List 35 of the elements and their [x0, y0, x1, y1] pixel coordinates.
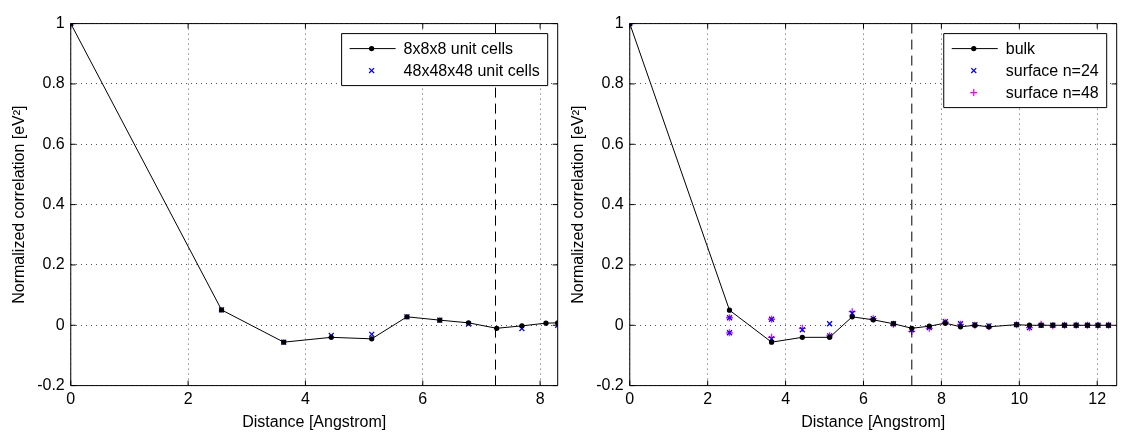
x-tick-label: 4 [781, 389, 791, 407]
x-tick-label: 6 [859, 389, 869, 407]
x-axis-title: Distance [Angstrom] [801, 412, 946, 430]
y-tick-label: 0.2 [601, 255, 624, 273]
legend-label: surface n=48 [1005, 84, 1099, 102]
x-tick-label: 2 [703, 389, 713, 407]
y-tick-label: 0.8 [42, 74, 65, 92]
y-tick-label: 0.4 [601, 195, 624, 213]
x-tick-label: 8 [936, 389, 946, 407]
x-tick-label: 0 [625, 389, 635, 407]
y-tick-label: 0.4 [42, 195, 65, 213]
y-tick-label: 1 [55, 14, 65, 32]
y-axis-title: Normalized correlation [eV²] [569, 105, 587, 304]
x-tick-label: 12 [1088, 389, 1107, 407]
x-tick-label: 2 [183, 389, 193, 407]
y-tick-label: -0.2 [596, 376, 624, 394]
y-tick-label: 0.6 [42, 134, 65, 152]
x-axis-title: Distance [Angstrom] [242, 412, 387, 430]
y-tick-label: -0.2 [37, 376, 65, 394]
legend-label: surface n=24 [1005, 62, 1099, 80]
y-tick-label: 1 [614, 14, 624, 32]
legend-label: 8x8x8 unit cells [403, 40, 513, 58]
y-tick-label: 0 [55, 315, 65, 333]
x-tick-label: 4 [300, 389, 310, 407]
legend-label: 48x48x48 unit cells [403, 62, 540, 80]
y-tick-label: 0.2 [42, 255, 65, 273]
x-tick-label: 0 [66, 389, 76, 407]
y-tick-label: 0 [614, 315, 624, 333]
x-tick-label: 8 [535, 389, 545, 407]
legend-label: bulk [1005, 40, 1037, 58]
x-tick-label: 6 [418, 389, 428, 407]
y-axis-title: Normalized correlation [eV²] [10, 105, 28, 304]
y-tick-label: 0.6 [601, 134, 624, 152]
x-tick-label: 10 [1010, 389, 1029, 407]
y-tick-label: 0.8 [601, 74, 624, 92]
